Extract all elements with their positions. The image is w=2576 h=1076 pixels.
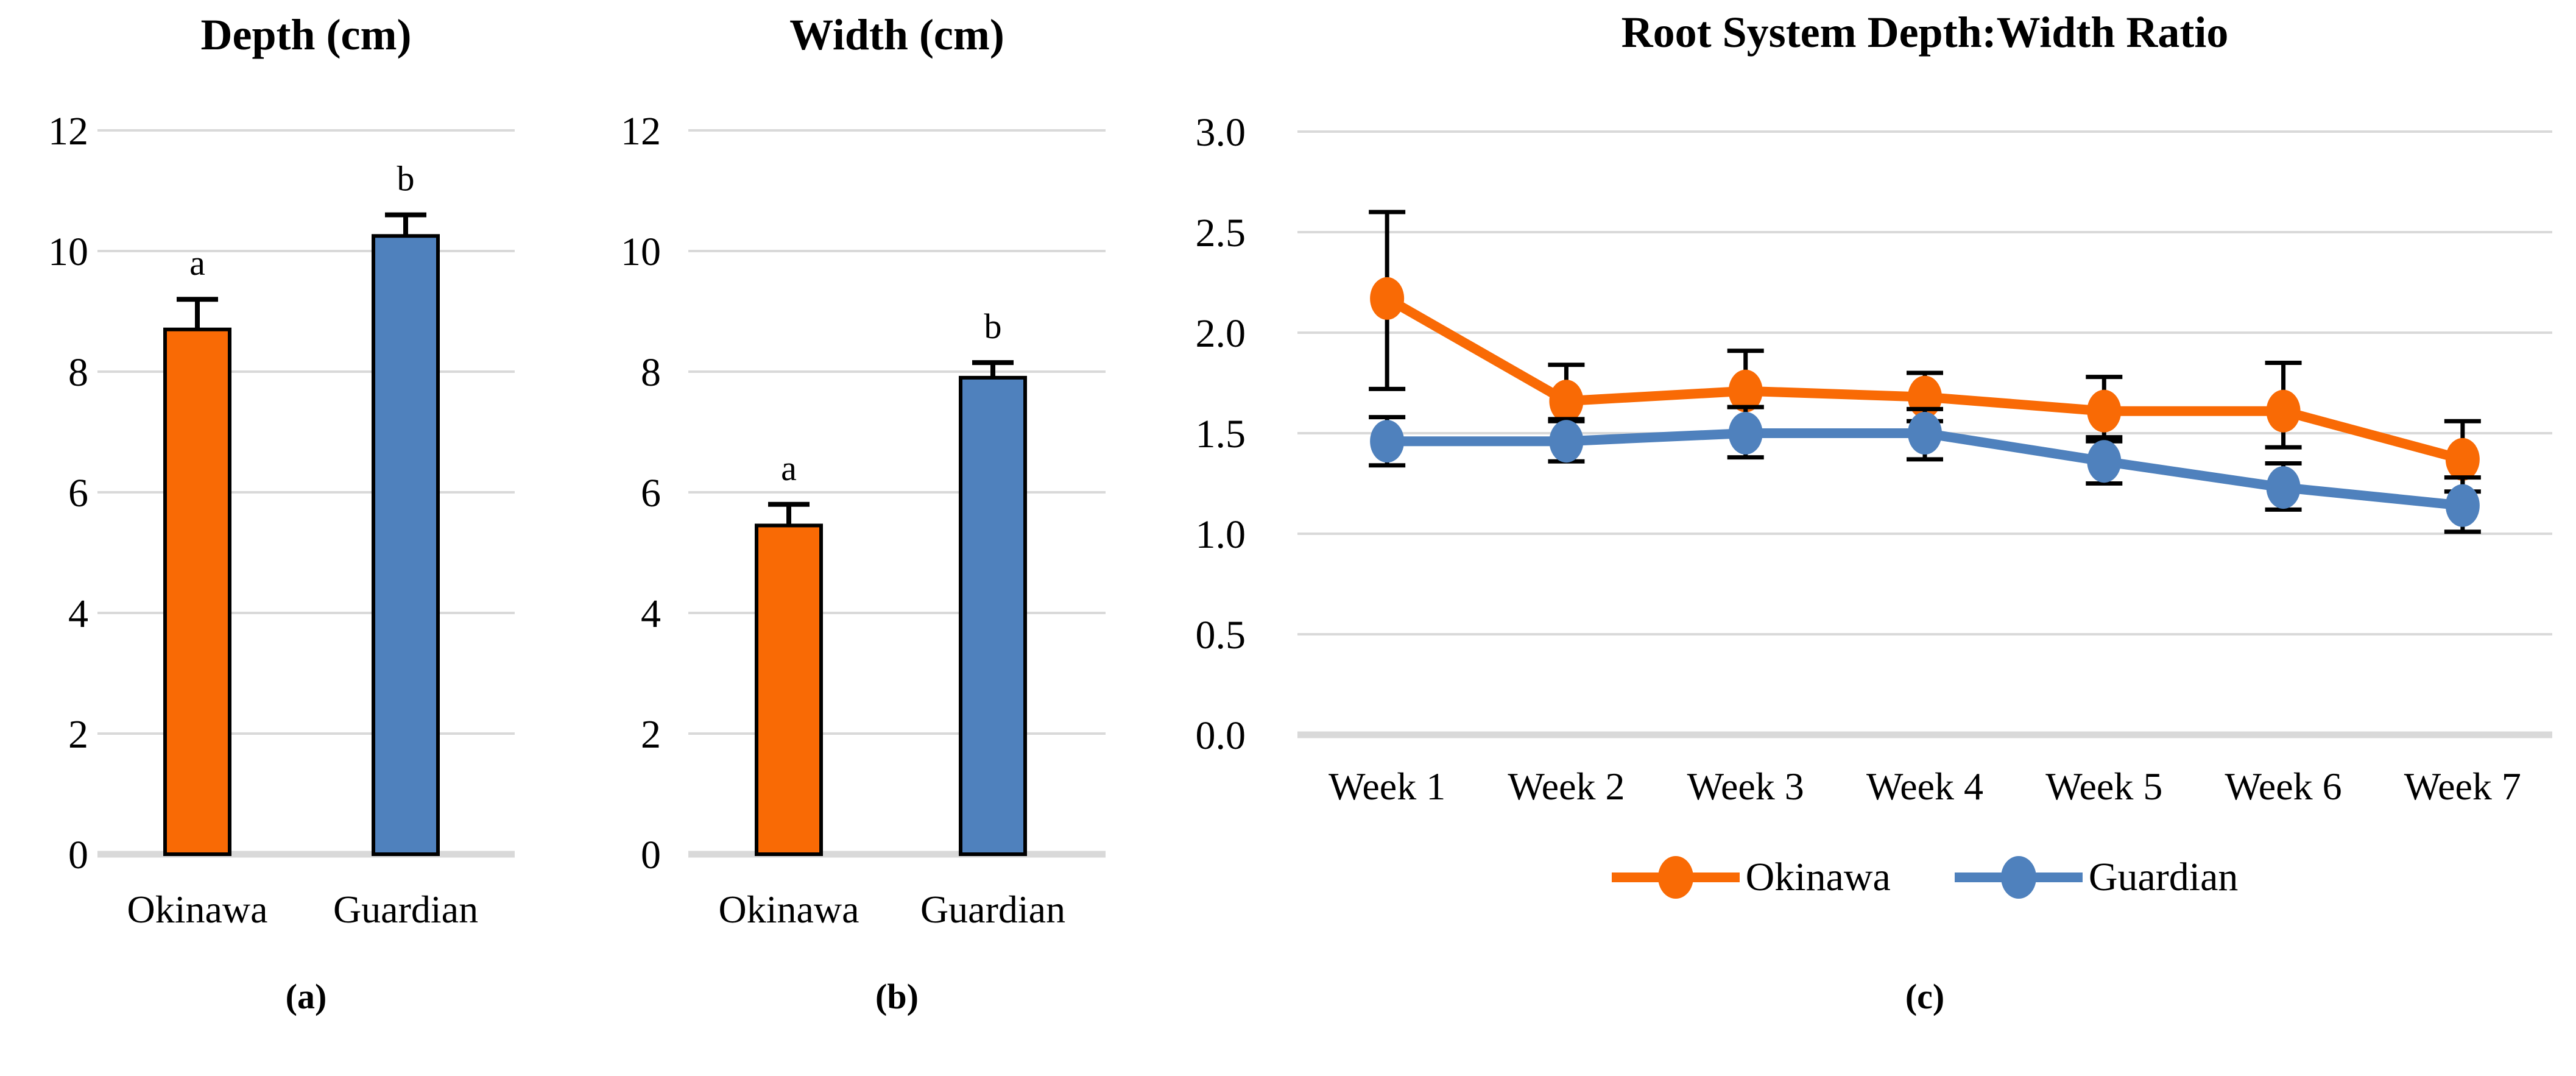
data-point-guardian — [1549, 420, 1584, 463]
data-point-guardian — [1908, 412, 1942, 455]
panel-b-caption: (b) — [875, 977, 919, 1016]
x-tick-label: Week 3 — [1687, 765, 1804, 808]
y-tick-label: 2 — [68, 712, 88, 757]
y-tick-label: 4 — [68, 592, 88, 636]
x-tick-label: Week 5 — [2045, 765, 2162, 808]
y-tick-label: 4 — [641, 592, 661, 636]
panel-a-title: Depth (cm) — [200, 10, 412, 59]
panel-a-caption: (a) — [285, 977, 327, 1016]
x-category-label: Guardian — [920, 888, 1065, 931]
x-tick-label: Week 2 — [1508, 765, 1625, 808]
data-point-guardian — [2266, 466, 2301, 509]
data-point-okinawa — [2445, 437, 2480, 481]
y-tick-label: 0 — [641, 833, 661, 877]
data-point-okinawa — [1370, 277, 1405, 320]
bar-guardian — [959, 375, 1027, 856]
y-tick-label: 1.5 — [1196, 412, 1246, 456]
x-category-label: Okinawa — [718, 888, 859, 931]
data-point-guardian — [2445, 484, 2480, 527]
y-tick-label: 1.0 — [1196, 512, 1246, 557]
y-tick-label: 0.0 — [1196, 713, 1246, 758]
data-point-okinawa — [2087, 389, 2122, 433]
y-tick-label: 0.5 — [1196, 613, 1246, 657]
data-point-okinawa — [2266, 389, 2301, 433]
legend-item-guardian: Guardian — [1954, 852, 2239, 903]
legend: Okinawa Guardian — [1297, 852, 2552, 903]
sig-letter: b — [397, 159, 415, 199]
y-tick-label: 8 — [68, 350, 88, 395]
y-tick-label: 2.5 — [1196, 211, 1246, 255]
y-tick-label: 10 — [48, 230, 88, 274]
data-point-okinawa — [1728, 369, 1763, 412]
bar-okinawa — [163, 327, 231, 856]
y-tick-label: 8 — [641, 350, 661, 395]
legend-label-guardian: Guardian — [2088, 855, 2239, 899]
data-point-guardian — [1728, 412, 1763, 455]
okinawa-line-marker-icon — [1611, 856, 1740, 899]
y-tick-label: 6 — [641, 471, 661, 515]
y-tick-label: 3.0 — [1196, 110, 1246, 155]
y-tick-label: 6 — [68, 471, 88, 515]
x-category-label: Okinawa — [127, 888, 267, 931]
data-point-okinawa — [1549, 380, 1584, 423]
y-tick-label: 2 — [641, 712, 661, 757]
y-tick-label: 12 — [621, 109, 661, 154]
panel-c-caption: (c) — [1905, 977, 1945, 1016]
x-tick-label: Week 7 — [2404, 765, 2521, 808]
legend-label-okinawa: Okinawa — [1745, 855, 1891, 899]
x-tick-label: Week 6 — [2225, 765, 2342, 808]
x-tick-label: Week 1 — [1329, 765, 1445, 808]
x-category-label: Guardian — [333, 888, 478, 931]
data-point-guardian — [1370, 420, 1405, 463]
panel-c-title: Root System Depth:Width Ratio — [1621, 8, 2229, 57]
sig-letter: a — [189, 243, 205, 283]
data-point-guardian — [2087, 440, 2122, 483]
sig-letter: b — [984, 306, 1002, 346]
bar-okinawa — [755, 523, 823, 856]
panel-b-title: Width (cm) — [789, 10, 1004, 59]
y-tick-label: 0 — [68, 833, 88, 877]
guardian-line-marker-icon — [1954, 856, 2083, 899]
y-tick-label: 12 — [48, 109, 88, 154]
x-tick-label: Week 4 — [1866, 765, 1983, 808]
y-tick-label: 10 — [621, 230, 661, 274]
legend-item-okinawa: Okinawa — [1611, 852, 1891, 903]
y-tick-label: 2.0 — [1196, 311, 1246, 356]
sig-letter: a — [781, 448, 797, 488]
bar-guardian — [372, 234, 440, 856]
